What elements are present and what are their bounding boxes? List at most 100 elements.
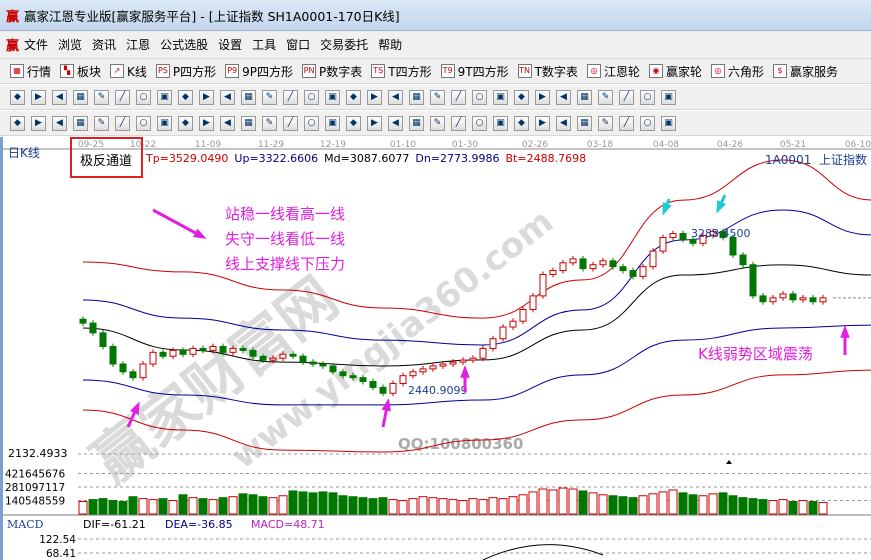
- menu-logo-icon[interactable]: 赢: [6, 39, 20, 54]
- pencil-icon[interactable]: ◆: [10, 115, 25, 131]
- cycle6-icon[interactable]: ╱: [283, 115, 298, 131]
- menu-item-7[interactable]: 窗口: [286, 38, 311, 52]
- circle1-icon[interactable]: ○: [136, 115, 151, 131]
- last-icon[interactable]: ◀: [220, 89, 235, 105]
- tri-icon[interactable]: ○: [640, 115, 655, 131]
- toolbar-button-9[interactable]: ◎ 江恩轮: [586, 63, 640, 80]
- box-icon[interactable]: ▣: [325, 115, 340, 131]
- candle: [289, 353, 297, 357]
- grid-icon[interactable]: ▦: [577, 89, 592, 105]
- menu-item-2[interactable]: 资讯: [92, 38, 117, 52]
- toolbar-button-6[interactable]: TS T四方形: [371, 63, 432, 80]
- toolbar-button-1[interactable]: ▚ 板块: [60, 63, 101, 80]
- bracket-icon[interactable]: ▶: [535, 89, 550, 105]
- table2-icon[interactable]: ▦: [577, 115, 592, 131]
- toolbar-button-4[interactable]: P9 9P四方形: [225, 63, 293, 80]
- wave-icon[interactable]: ▣: [493, 89, 508, 105]
- candle: [189, 347, 197, 355]
- line9-icon[interactable]: ▶: [535, 115, 550, 131]
- toolbar-button-10[interactable]: ◉ 赢家轮: [648, 63, 702, 80]
- chart-area[interactable]: 09-25 10-22 11-09 11-29 12-19 01-10 01-30 02-26…: [0, 137, 871, 560]
- line3-icon[interactable]: ▦: [409, 115, 424, 131]
- toolbar-button-2[interactable]: ↗ K线: [110, 63, 147, 80]
- diamond1-icon[interactable]: ╱: [283, 89, 298, 105]
- box1-icon[interactable]: ╱: [619, 89, 634, 105]
- circle2-icon[interactable]: ▣: [157, 115, 172, 131]
- hexagon-icon: ◎: [710, 64, 725, 78]
- menu-item-9[interactable]: 帮助: [378, 38, 403, 52]
- god-icon[interactable]: ○: [304, 115, 319, 131]
- menu-item-4[interactable]: 公式选股: [160, 38, 209, 52]
- menu-item-3[interactable]: 江恩: [126, 38, 151, 52]
- candle: [529, 295, 537, 311]
- fan3-icon[interactable]: ▦: [73, 115, 88, 131]
- arrow-icon[interactable]: ╱: [619, 115, 634, 131]
- menu-item-5[interactable]: 设置: [218, 38, 243, 52]
- toolbar-button-11[interactable]: ◎ 六角形: [710, 63, 764, 80]
- diamond2-icon[interactable]: ○: [304, 89, 319, 105]
- bars-icon[interactable]: ▦: [73, 89, 88, 105]
- diamond4-icon[interactable]: ◆: [346, 89, 361, 105]
- diamond6-icon[interactable]: ◀: [388, 89, 403, 105]
- toolbar-button-0[interactable]: ▦ 行情: [10, 63, 51, 80]
- cycle1-icon[interactable]: ◆: [178, 115, 193, 131]
- cycle2-icon[interactable]: ▶: [199, 115, 214, 131]
- toolbar-button-3[interactable]: PS P四方形: [155, 63, 216, 80]
- cycle4-icon[interactable]: ▦: [241, 115, 256, 131]
- right-icon[interactable]: ✎: [262, 89, 277, 105]
- period-icon[interactable]: ◀: [556, 115, 571, 131]
- fan2-icon[interactable]: ◀: [52, 115, 67, 131]
- formula-icon[interactable]: ◆: [514, 89, 529, 105]
- box3-icon[interactable]: ▣: [661, 89, 676, 105]
- diamond3-icon[interactable]: ▣: [325, 89, 340, 105]
- cross-icon[interactable]: ╱: [115, 89, 130, 105]
- toolbar-button-8[interactable]: TN T数字表: [517, 63, 578, 80]
- day-icon[interactable]: ◆: [10, 89, 25, 105]
- volume-bar: [348, 496, 358, 515]
- box2-icon[interactable]: ○: [640, 89, 655, 105]
- cycle3-icon[interactable]: ◀: [220, 115, 235, 131]
- hand-icon[interactable]: ╱: [451, 89, 466, 105]
- toolbar-button-7[interactable]: T9 9T四方形: [440, 63, 509, 80]
- date-tick: 12-19: [320, 140, 346, 150]
- line4-icon[interactable]: ✎: [430, 115, 445, 131]
- price-axis-label: 2132.4933: [8, 447, 68, 460]
- fan4-icon[interactable]: ✎: [94, 115, 109, 131]
- fan1-icon[interactable]: ▶: [31, 115, 46, 131]
- diamond8-icon[interactable]: ✎: [430, 89, 445, 105]
- diamond5-icon[interactable]: ▶: [367, 89, 382, 105]
- line7-icon[interactable]: ▣: [493, 115, 508, 131]
- first-icon[interactable]: ▣: [157, 89, 172, 105]
- menu-item-8[interactable]: 交易委托: [320, 38, 369, 52]
- diamond7-icon[interactable]: ▦: [409, 89, 424, 105]
- menu-item-1[interactable]: 浏览: [58, 38, 83, 52]
- menu-item-0[interactable]: 文件: [24, 38, 49, 52]
- fan5-icon[interactable]: ╱: [115, 115, 130, 131]
- percent-icon[interactable]: ✎: [598, 115, 613, 131]
- line5-icon[interactable]: ╱: [451, 115, 466, 131]
- flag-icon[interactable]: ○: [136, 89, 151, 105]
- square-icon[interactable]: ◆: [346, 115, 361, 131]
- line8-icon[interactable]: ◆: [514, 115, 529, 131]
- line2-icon[interactable]: ◀: [388, 115, 403, 131]
- menu-item-6[interactable]: 工具: [252, 38, 277, 52]
- zoom-icon[interactable]: ▶: [31, 89, 46, 105]
- line1-icon[interactable]: ▶: [367, 115, 382, 131]
- prev-icon[interactable]: ◆: [178, 89, 193, 105]
- chart-icon[interactable]: ✎: [598, 89, 613, 105]
- text-icon[interactable]: ▣: [661, 115, 676, 131]
- macd-value: MACD=48.71: [251, 518, 325, 531]
- crosshair-icon[interactable]: ○: [472, 89, 487, 105]
- doc-icon[interactable]: ◀: [52, 89, 67, 105]
- candle-icon[interactable]: ✎: [94, 89, 109, 105]
- left-icon[interactable]: ▦: [241, 89, 256, 105]
- line6-icon[interactable]: ○: [472, 115, 487, 131]
- toolbar-label: 赢家轮: [665, 64, 702, 79]
- calc-icon[interactable]: ◀: [556, 89, 571, 105]
- indicator-name[interactable]: 极反通道: [70, 137, 143, 178]
- toolbar-button-5[interactable]: PN P数字表: [302, 63, 362, 80]
- volume-bar: [668, 489, 678, 515]
- toolbar-button-12[interactable]: $ 赢家服务: [772, 63, 838, 80]
- next-icon[interactable]: ▶: [199, 89, 214, 105]
- cycle5-icon[interactable]: ✎: [262, 115, 277, 131]
